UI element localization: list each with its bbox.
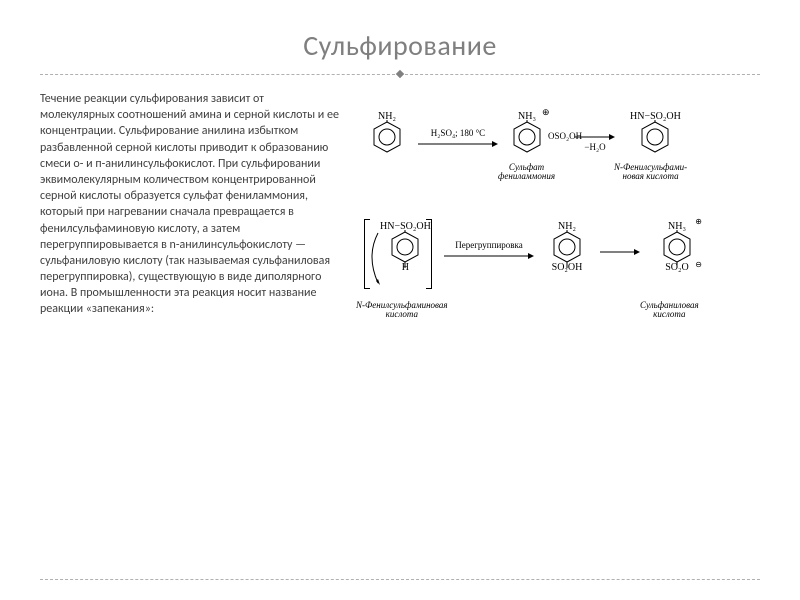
molecule-phenylsulfamic-1: HN−SO₂OH [630, 111, 681, 154]
caption-n-phenyl-1: N-Фенилсульфами-новая кислота [614, 163, 687, 181]
body-text: Течение реакции сульфирования зависит от… [40, 91, 340, 411]
molecule-aniline: NH₂ [370, 111, 404, 154]
page-title: Сульфирование [0, 0, 800, 71]
caption-n-phenyl-2: N-Фенилсульфаминоваякислота [356, 301, 448, 319]
chemistry-figure: NH₂ H₂SO₄; 180 °С NH₃ ⊕ OSO₂OH −H₂O HN−S… [360, 91, 760, 411]
arrow-4 [600, 246, 640, 261]
curved-arrow-icon [366, 231, 380, 289]
arrow-2: −H₂O [575, 131, 615, 152]
content-area: Течение реакции сульфирования зависит от… [0, 77, 800, 431]
molecule-phenylammonium-sulfate: NH₃ ⊕ OSO₂OH [510, 111, 544, 154]
caption-sulfanilic: Сульфаниловаякислота [640, 301, 699, 319]
arrow-3: Перегруппировка [444, 241, 534, 265]
bottom-divider [40, 579, 760, 580]
caption-sulfate: Сульфатфениламмония [498, 163, 555, 181]
molecule-phenylsulfamic-2: HN−SO₂OH H [380, 221, 431, 273]
molecule-sulfanilic-neutral: NH₂ SO₂OH [550, 221, 584, 273]
arrow-1: H₂SO₄; 180 °С [418, 129, 498, 153]
molecule-sulfanilic-zwitterion: NH₃ ⊕ SO₂O ⊖ [660, 221, 694, 273]
